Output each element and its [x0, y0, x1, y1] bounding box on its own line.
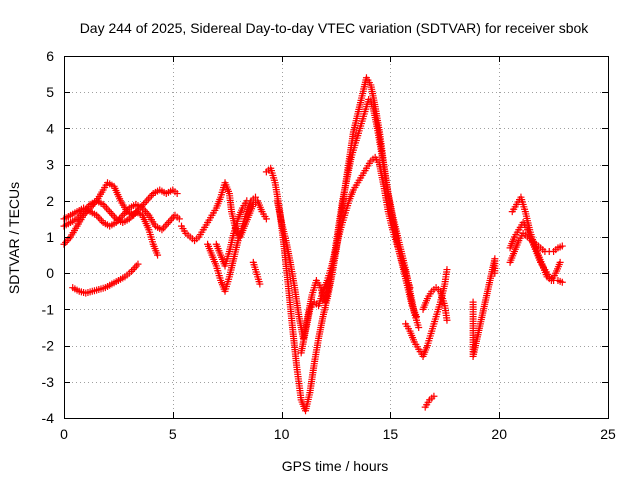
y-tick-label: 4 [46, 120, 54, 136]
y-tick-label: 3 [46, 157, 54, 173]
data-point [415, 324, 423, 331]
series-track-b [60, 200, 183, 234]
chart-title: Day 244 of 2025, Sidereal Day-to-day VTE… [80, 20, 590, 36]
data-point [166, 217, 174, 225]
series-track-r [506, 219, 566, 286]
y-tick-label: -1 [42, 301, 55, 317]
data-point [132, 262, 140, 270]
series-track-m [419, 284, 451, 324]
data-point [154, 251, 162, 259]
x-tick-label: 25 [600, 426, 616, 442]
data-point [406, 284, 414, 292]
data-point [62, 238, 70, 246]
data-point [134, 260, 142, 268]
data-point [96, 215, 104, 223]
y-tick-label: -4 [42, 410, 55, 426]
data-point [430, 392, 438, 400]
series-track-d [69, 260, 142, 297]
data-marks [60, 74, 566, 415]
series-track-c [60, 197, 162, 259]
data-point [491, 269, 499, 277]
x-tick-label: 20 [491, 426, 507, 442]
x-tick-label: 10 [274, 426, 290, 442]
data-point [168, 215, 176, 223]
data-point [558, 278, 566, 286]
series-track-h [249, 258, 264, 288]
data-point [256, 280, 264, 288]
y-tick-label: 1 [46, 229, 54, 245]
data-point [144, 195, 152, 203]
data-point [443, 316, 451, 324]
series-track-g [212, 197, 251, 270]
data-point [251, 193, 259, 201]
series-track-l [402, 266, 451, 360]
axis-ticks: 0 5 10 15 20 25 -4 -3 -2 -1 0 1 2 3 4 5 6 [42, 48, 616, 442]
data-point [109, 211, 117, 219]
data-point [143, 197, 151, 205]
data-point [160, 224, 168, 232]
data-point [129, 266, 137, 274]
x-tick-label: 5 [169, 426, 177, 442]
data-point [443, 266, 451, 274]
y-tick-label: 0 [46, 265, 54, 281]
data-point [146, 193, 154, 201]
data-point [173, 190, 181, 198]
data-point [164, 219, 172, 227]
data-point [131, 264, 139, 272]
series-track-k [297, 153, 414, 357]
series-track-f [204, 193, 259, 295]
data-point [106, 208, 114, 216]
data-point [104, 206, 112, 214]
y-tick-label: -3 [42, 374, 55, 390]
series-track-j [273, 95, 421, 342]
data-point [556, 258, 564, 266]
data-point [558, 242, 566, 250]
y-tick-label: -2 [42, 338, 55, 354]
series-track-n [421, 392, 438, 411]
y-tick-label: 5 [46, 84, 54, 100]
data-point [413, 313, 421, 321]
series-track-e [178, 179, 270, 245]
data-point [175, 215, 183, 223]
y-axis-label: SDTVAR / TECUs [6, 182, 22, 294]
x-tick-label: 0 [60, 426, 68, 442]
x-tick-label: 15 [383, 426, 399, 442]
data-point [262, 215, 270, 223]
y-tick-label: 2 [46, 193, 54, 209]
data-point [243, 197, 251, 205]
y-tick-label: 6 [46, 48, 54, 64]
series-track-a [60, 179, 181, 248]
data-point [107, 209, 115, 217]
data-point [102, 204, 110, 212]
series-track-o [469, 255, 499, 360]
x-axis-label: GPS time / hours [282, 458, 389, 474]
data-point [163, 220, 171, 228]
